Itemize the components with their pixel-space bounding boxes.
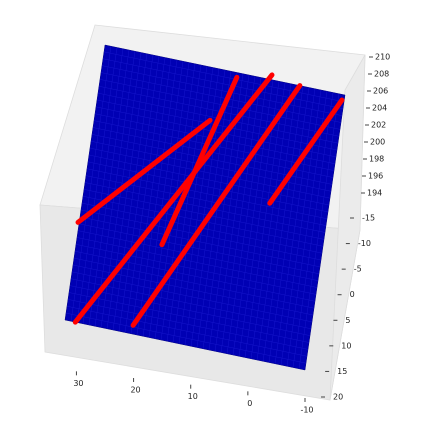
mesh-line <box>84 182 326 233</box>
mesh-line <box>77 230 319 281</box>
z-tick-label: 204 <box>372 104 387 113</box>
mesh-line <box>68 292 310 343</box>
z-tick-label: 208 <box>374 70 389 79</box>
data-line <box>72 72 275 325</box>
x-tick-label: 30 <box>73 379 83 388</box>
mesh-line <box>70 278 312 329</box>
mesh-line <box>74 251 316 302</box>
x-tick-label: 10 <box>188 392 198 401</box>
mesh-line <box>214 76 256 352</box>
mesh-line <box>244 82 286 358</box>
mesh-line <box>76 237 318 288</box>
mesh-line <box>71 271 313 323</box>
y-tick-label: 5 <box>345 316 350 325</box>
mesh-line <box>190 71 232 347</box>
mesh-line <box>196 72 238 348</box>
mesh-line <box>83 189 325 240</box>
y-tick-label: 20 <box>333 393 343 402</box>
z-tick-label: 198 <box>369 155 384 164</box>
mesh-line <box>274 88 316 364</box>
mesh-line <box>67 299 309 350</box>
y-tick-label: 0 <box>350 290 355 299</box>
y-tick-label: 10 <box>341 341 351 350</box>
mesh-line <box>78 223 320 274</box>
x-tick-label: 0 <box>247 399 252 408</box>
mesh-line <box>73 257 315 309</box>
z-tick-label: 196 <box>368 172 383 181</box>
z-tick-label: 194 <box>367 189 382 198</box>
mesh-line <box>65 312 307 364</box>
data-line <box>267 97 345 206</box>
mesh-line <box>232 79 274 356</box>
y-tick-label: -15 <box>362 214 375 223</box>
mesh-line <box>220 77 262 353</box>
mesh-line <box>298 93 340 369</box>
mesh-line <box>286 91 328 367</box>
mesh-line <box>75 244 317 295</box>
z-tick-label: 210 <box>375 53 390 62</box>
mesh-line <box>66 306 308 357</box>
z-tick-label: 202 <box>371 121 386 130</box>
y-tick-label: -5 <box>354 265 362 274</box>
mesh-line <box>262 86 304 362</box>
surface-group <box>64 44 346 371</box>
mesh-line <box>79 216 321 268</box>
mesh-line <box>256 84 298 361</box>
x-tick-label: -10 <box>300 406 313 415</box>
y-tick-label: -10 <box>358 239 371 248</box>
mesh-line <box>226 78 268 354</box>
z-tick-label: 200 <box>370 138 385 147</box>
mesh-line <box>268 87 310 363</box>
data-line <box>159 74 240 248</box>
mesh-line <box>292 92 334 368</box>
side-pane <box>329 54 366 401</box>
mesh-line <box>250 83 292 359</box>
mesh-line <box>69 285 311 336</box>
y-tick-label: 15 <box>337 367 347 376</box>
data-line <box>75 117 213 225</box>
mesh-line <box>80 209 322 261</box>
mesh-line <box>208 74 250 351</box>
data-line <box>130 83 303 328</box>
x-tick-label: 20 <box>130 386 140 395</box>
z-tick-label: 206 <box>373 87 388 96</box>
